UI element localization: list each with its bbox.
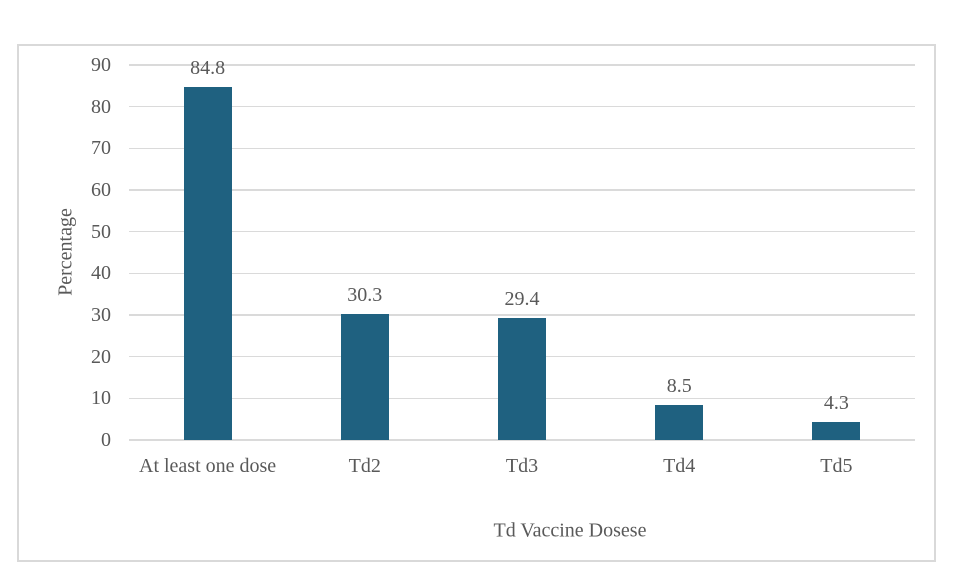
y-tick-label: 90 xyxy=(91,54,111,76)
gridline xyxy=(129,439,915,441)
y-tick-label: 80 xyxy=(91,95,111,118)
bar xyxy=(183,86,232,440)
y-tick-label: 60 xyxy=(91,179,111,201)
y-tick-label: 0 xyxy=(101,429,111,451)
y-tick-label: 20 xyxy=(91,345,111,368)
gridline xyxy=(129,272,915,275)
bar xyxy=(655,404,704,440)
bar xyxy=(498,317,546,440)
x-tick-label: At least one dose xyxy=(139,455,277,477)
y-tick-label: 50 xyxy=(91,220,111,243)
bar xyxy=(812,422,861,440)
y-tick-label: 70 xyxy=(91,137,111,160)
gridline xyxy=(129,230,915,233)
y-tick-label: 40 xyxy=(91,262,111,285)
data-label: 8.5 xyxy=(666,374,692,397)
chart-frame: Percentage 0 10 20 30 40 50 60 70 80 90 84.8 At lea… xyxy=(17,44,936,562)
data-label: 84.8 xyxy=(190,56,226,79)
data-label: 4.3 xyxy=(823,392,849,415)
data-label: 29.4 xyxy=(504,287,540,310)
gridline xyxy=(129,147,915,150)
x-tick-label: Td5 xyxy=(820,455,853,477)
x-axis-title: Td Vaccine Dosese xyxy=(493,519,647,542)
y-tick-label: 10 xyxy=(91,387,111,410)
gridline xyxy=(129,105,915,108)
gridline xyxy=(129,314,915,316)
bar xyxy=(340,313,389,440)
y-tick-label: 30 xyxy=(91,304,111,326)
data-label: 30.3 xyxy=(347,283,383,306)
x-tick-label: Td2 xyxy=(348,455,381,477)
gridline xyxy=(129,64,915,66)
gridline xyxy=(129,189,915,191)
x-tick-label: Td3 xyxy=(505,455,539,477)
x-tick-label: Td4 xyxy=(663,455,696,477)
